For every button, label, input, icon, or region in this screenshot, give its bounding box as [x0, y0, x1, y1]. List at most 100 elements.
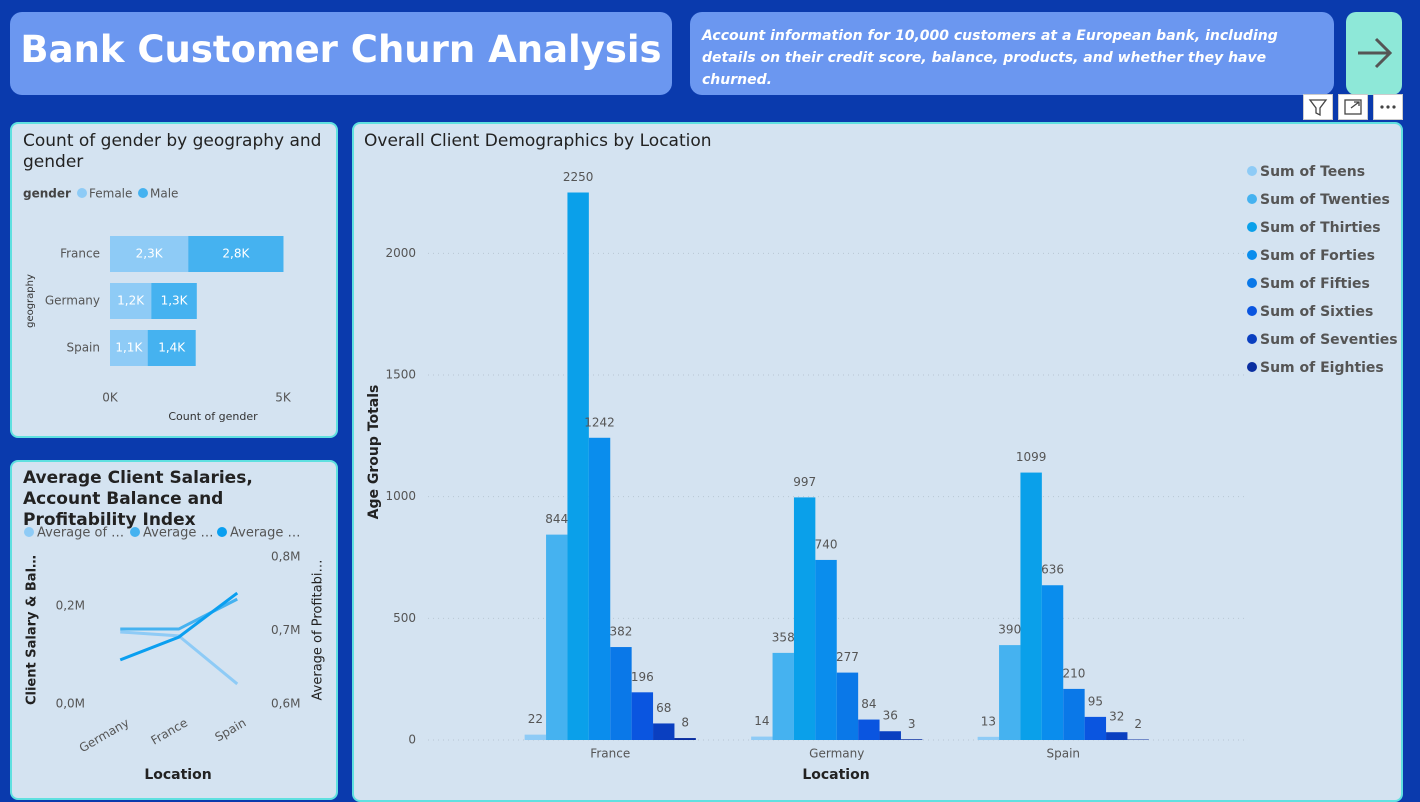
bar: [546, 535, 567, 740]
legend-marker: [1247, 278, 1257, 288]
y-tick-label: Germany: [45, 294, 100, 308]
bar: [751, 737, 772, 740]
data-label: 1242: [584, 415, 615, 429]
y2-tick-label: 0,6M: [271, 697, 300, 711]
legend-label: Sum of Seventies: [1260, 332, 1398, 348]
data-label: 210: [1062, 666, 1085, 680]
y-tick-label: 0,2M: [56, 599, 85, 613]
data-label: 22: [528, 712, 543, 726]
y-axis-title: geography: [25, 274, 36, 328]
bar: [1020, 473, 1041, 740]
bar: [567, 193, 588, 741]
legend-marker: [1247, 222, 1257, 232]
x-tick-label: Germany: [809, 747, 864, 761]
line: [120, 599, 237, 629]
legend-label: Female: [89, 187, 132, 201]
data-label: 277: [836, 650, 859, 664]
data-label: 84: [861, 697, 876, 711]
legend-marker: [1247, 194, 1257, 204]
legend-title: gender: [23, 187, 71, 201]
x-axis-title: Count of gender: [168, 410, 258, 423]
data-label: 36: [883, 709, 898, 723]
x-tick-label: 5K: [275, 391, 292, 405]
legend-marker: [1247, 250, 1257, 260]
data-label: 997: [793, 475, 816, 489]
x-tick-label: France: [590, 747, 630, 761]
bar: [1106, 732, 1127, 740]
y2-tick-label: 0,7M: [271, 623, 300, 637]
y-axis-title: Age Group Totals: [366, 385, 382, 520]
data-label: 2,3K: [136, 247, 164, 261]
data-label: 95: [1088, 694, 1103, 708]
bar: [610, 647, 631, 740]
bar: [837, 673, 858, 740]
bar: [589, 438, 610, 740]
bar: [632, 692, 653, 740]
data-label: 382: [609, 625, 632, 639]
y-tick-label: 2000: [385, 246, 416, 260]
chart-title: Average Client Salaries, Account Balance…: [23, 468, 323, 531]
legend-label: Male: [150, 187, 178, 201]
data-label: 1,4K: [158, 341, 186, 355]
data-label: 68: [656, 701, 671, 715]
legend-marker: [1247, 362, 1257, 372]
y-tick-label: France: [60, 247, 100, 261]
legend-marker: [77, 188, 87, 198]
line: [120, 593, 237, 660]
legend-marker: [138, 188, 148, 198]
bar: [1085, 717, 1106, 740]
chart-title: Count of gender by geography and gender: [23, 131, 323, 173]
x-tick-label: France: [148, 716, 190, 748]
legend-label: Sum of Teens: [1260, 164, 1365, 180]
bar: [880, 731, 901, 740]
data-label: 390: [998, 623, 1021, 637]
bar: [999, 645, 1020, 740]
bar: [1063, 689, 1084, 740]
data-label: 1,2K: [117, 294, 145, 308]
x-tick-label: 0K: [102, 391, 119, 405]
x-axis-title: Location: [802, 767, 869, 783]
data-label: 8: [681, 716, 689, 730]
data-label: 2: [1134, 717, 1142, 731]
bar: [901, 739, 922, 740]
bar: [815, 560, 836, 740]
legend-marker: [1247, 166, 1257, 176]
legend-label: Sum of Sixties: [1260, 304, 1373, 320]
x-axis-title: Location: [144, 767, 211, 783]
line: [120, 632, 237, 684]
data-label: 32: [1109, 710, 1124, 724]
data-label: 2,8K: [222, 247, 250, 261]
x-tick-label: Spain: [1046, 747, 1080, 761]
legend-label: Sum of Fifties: [1260, 276, 1370, 292]
bar: [674, 738, 695, 740]
legend-marker: [1247, 306, 1257, 316]
data-label: 13: [981, 714, 996, 728]
bar: [525, 735, 546, 740]
x-tick-label: Spain: [212, 716, 248, 745]
y-tick-label: 0: [408, 733, 416, 747]
data-label: 196: [631, 670, 654, 684]
y2-axis-title: Average of Profitabi…: [311, 560, 326, 701]
chart-title: Overall Client Demographics by Location: [364, 131, 1064, 152]
y-axis-title: Client Salary & Bal…: [25, 555, 40, 705]
data-label: 1,1K: [115, 341, 143, 355]
y-tick-label: 1000: [385, 489, 416, 503]
y2-tick-label: 0,8M: [271, 550, 300, 564]
legend-label: Sum of Eighties: [1260, 360, 1384, 376]
bar: [858, 720, 879, 740]
data-label: 740: [815, 537, 838, 551]
data-label: 1099: [1016, 450, 1047, 464]
data-label: 1,3K: [161, 294, 189, 308]
legend-marker: [1247, 334, 1257, 344]
legend-label: Sum of Twenties: [1260, 192, 1390, 208]
data-label: 3: [908, 717, 916, 731]
bar: [794, 497, 815, 740]
y-tick-label: 500: [393, 611, 416, 625]
legend-label: Sum of Thirties: [1260, 220, 1381, 236]
bar: [978, 737, 999, 740]
bar: [1042, 585, 1063, 740]
bar: [773, 653, 794, 740]
y-tick-label: Spain: [66, 341, 100, 355]
data-label: 636: [1041, 563, 1064, 577]
